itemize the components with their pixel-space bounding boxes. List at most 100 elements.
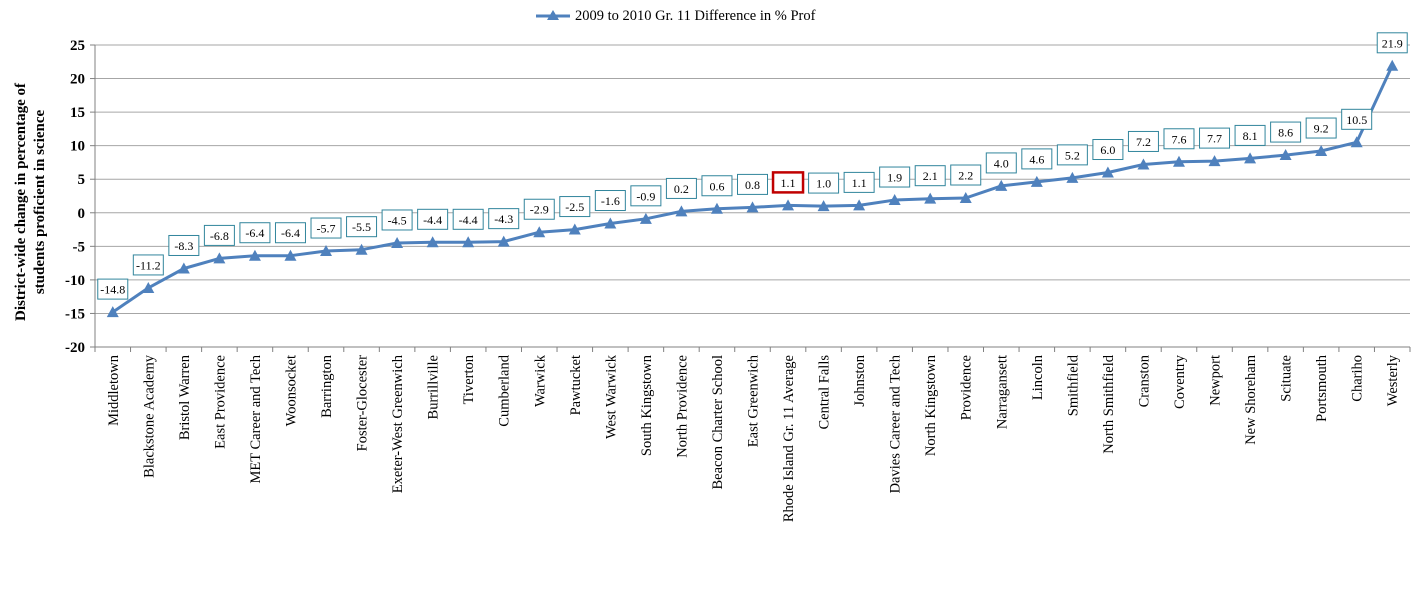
data-point-marker bbox=[1030, 175, 1043, 187]
data-point-marker bbox=[1315, 145, 1328, 157]
x-tick-label: MET Career and Tech bbox=[248, 354, 264, 483]
y-tick-label: -15 bbox=[65, 306, 85, 322]
x-tick-label: Middletown bbox=[106, 354, 122, 426]
data-point-marker bbox=[177, 262, 190, 274]
data-label-box bbox=[488, 208, 520, 230]
x-tick-label: New Shoreham bbox=[1243, 354, 1259, 445]
x-tick-label: Cranston bbox=[1136, 354, 1152, 407]
data-label: -8.3 bbox=[174, 239, 193, 253]
data-label-box bbox=[594, 190, 626, 212]
data-label-box bbox=[523, 198, 555, 220]
data-label-box bbox=[1234, 124, 1266, 146]
y-tick-label: 20 bbox=[70, 72, 85, 88]
series-line-group bbox=[106, 59, 1399, 318]
data-point-marker bbox=[888, 194, 901, 206]
data-label-box bbox=[701, 175, 733, 197]
y-axis: 25 20 15 10 5 0 -5 -10 -15 -20 bbox=[65, 38, 96, 356]
x-tick-label: Pawtucket bbox=[568, 355, 584, 415]
legend-series-name: 2009 to 2010 Gr. 11 Difference in % Prof bbox=[575, 8, 816, 24]
y-tick-label: 15 bbox=[70, 105, 85, 121]
x-tick-label: Lincoln bbox=[1030, 354, 1046, 400]
data-label-box bbox=[1305, 117, 1337, 139]
data-label: 4.6 bbox=[1029, 152, 1044, 166]
data-label-box bbox=[630, 185, 662, 207]
x-axis: Middletown Blackstone Academy Bristol Warr… bbox=[94, 346, 1411, 522]
data-point-marker bbox=[533, 226, 546, 238]
data-label: 0.2 bbox=[674, 182, 689, 196]
data-label: 7.6 bbox=[1171, 132, 1186, 146]
data-point-marker bbox=[639, 212, 652, 224]
x-tick-label: Providence bbox=[959, 355, 975, 420]
x-tick-label: South Kingstown bbox=[639, 354, 655, 456]
data-point-marker bbox=[462, 236, 475, 248]
data-label: 1.0 bbox=[816, 177, 831, 191]
gridlines bbox=[95, 44, 1410, 348]
data-label-box bbox=[97, 278, 129, 300]
data-label: -1.6 bbox=[601, 194, 620, 208]
data-label-box bbox=[1127, 130, 1159, 152]
data-label: -2.5 bbox=[565, 200, 584, 214]
data-point-marker bbox=[568, 223, 581, 235]
data-label: -6.8 bbox=[210, 229, 229, 243]
x-tick-label: Tiverton bbox=[461, 354, 477, 404]
x-tick-label: Davies Career and Tech bbox=[888, 354, 904, 493]
y-tick-label: -5 bbox=[73, 239, 86, 255]
data-label: 6.0 bbox=[1100, 143, 1115, 157]
data-label-box bbox=[808, 172, 840, 194]
data-point-marker bbox=[853, 199, 866, 211]
x-tick-label: Chariho bbox=[1350, 355, 1366, 402]
data-label-box bbox=[1056, 144, 1088, 166]
x-tick-label: North Smithfield bbox=[1101, 354, 1117, 453]
x-tick-label: Central Falls bbox=[817, 355, 833, 430]
x-tick-label: Woonsocket bbox=[283, 355, 299, 426]
data-point-marker bbox=[604, 217, 617, 229]
data-label-box bbox=[417, 208, 449, 230]
data-point-marker bbox=[1386, 59, 1399, 71]
data-label: 8.6 bbox=[1278, 126, 1293, 140]
data-label-box bbox=[1021, 148, 1053, 170]
data-label-box bbox=[203, 224, 235, 246]
data-label: 1.1 bbox=[781, 176, 796, 190]
y-tick-label: 25 bbox=[70, 38, 85, 54]
x-tick-label: Narragansett bbox=[994, 355, 1010, 429]
data-point-marker bbox=[106, 306, 119, 318]
data-label-box bbox=[132, 254, 164, 276]
y-axis-title-line-2: students proficient in science bbox=[32, 110, 48, 295]
y-tick-label: 0 bbox=[78, 206, 86, 222]
data-label-box bbox=[168, 234, 200, 256]
x-tick-label: West Warwick bbox=[603, 354, 619, 439]
data-label: 2.2 bbox=[958, 169, 973, 183]
data-point-marker bbox=[213, 252, 226, 264]
data-point-marker bbox=[497, 235, 510, 247]
data-label: 21.9 bbox=[1382, 36, 1403, 50]
data-point-marker bbox=[710, 202, 723, 214]
data-label: 8.1 bbox=[1243, 129, 1258, 143]
data-point-marker bbox=[1172, 155, 1185, 167]
data-point-marker bbox=[782, 199, 795, 211]
data-label: 5.2 bbox=[1065, 148, 1080, 162]
data-label: -4.4 bbox=[459, 213, 478, 227]
data-label-box bbox=[239, 222, 271, 244]
data-label: 9.2 bbox=[1314, 122, 1329, 136]
data-label-box bbox=[1270, 121, 1302, 143]
data-point-marker bbox=[959, 192, 972, 204]
data-point-marker bbox=[426, 236, 439, 248]
data-label-box bbox=[452, 208, 484, 230]
x-tick-label: Newport bbox=[1208, 355, 1224, 406]
data-label: -0.9 bbox=[636, 189, 655, 203]
data-label-box bbox=[1199, 127, 1231, 149]
x-tick-label: Beacon Charter School bbox=[710, 355, 726, 490]
data-point-marker bbox=[355, 243, 368, 255]
x-tick-label: Scituate bbox=[1279, 355, 1295, 402]
data-label-box bbox=[771, 171, 805, 194]
data-label-box bbox=[665, 177, 697, 199]
y-tick-label: -10 bbox=[65, 273, 85, 289]
data-label-box bbox=[1376, 32, 1408, 54]
data-label: -4.4 bbox=[423, 213, 442, 227]
x-tick-label: North Kingstown bbox=[923, 354, 939, 456]
data-label-box bbox=[381, 209, 413, 231]
y-tick-label: -20 bbox=[65, 340, 85, 356]
data-label: 7.7 bbox=[1207, 132, 1222, 146]
y-tick-label: 10 bbox=[70, 139, 85, 155]
